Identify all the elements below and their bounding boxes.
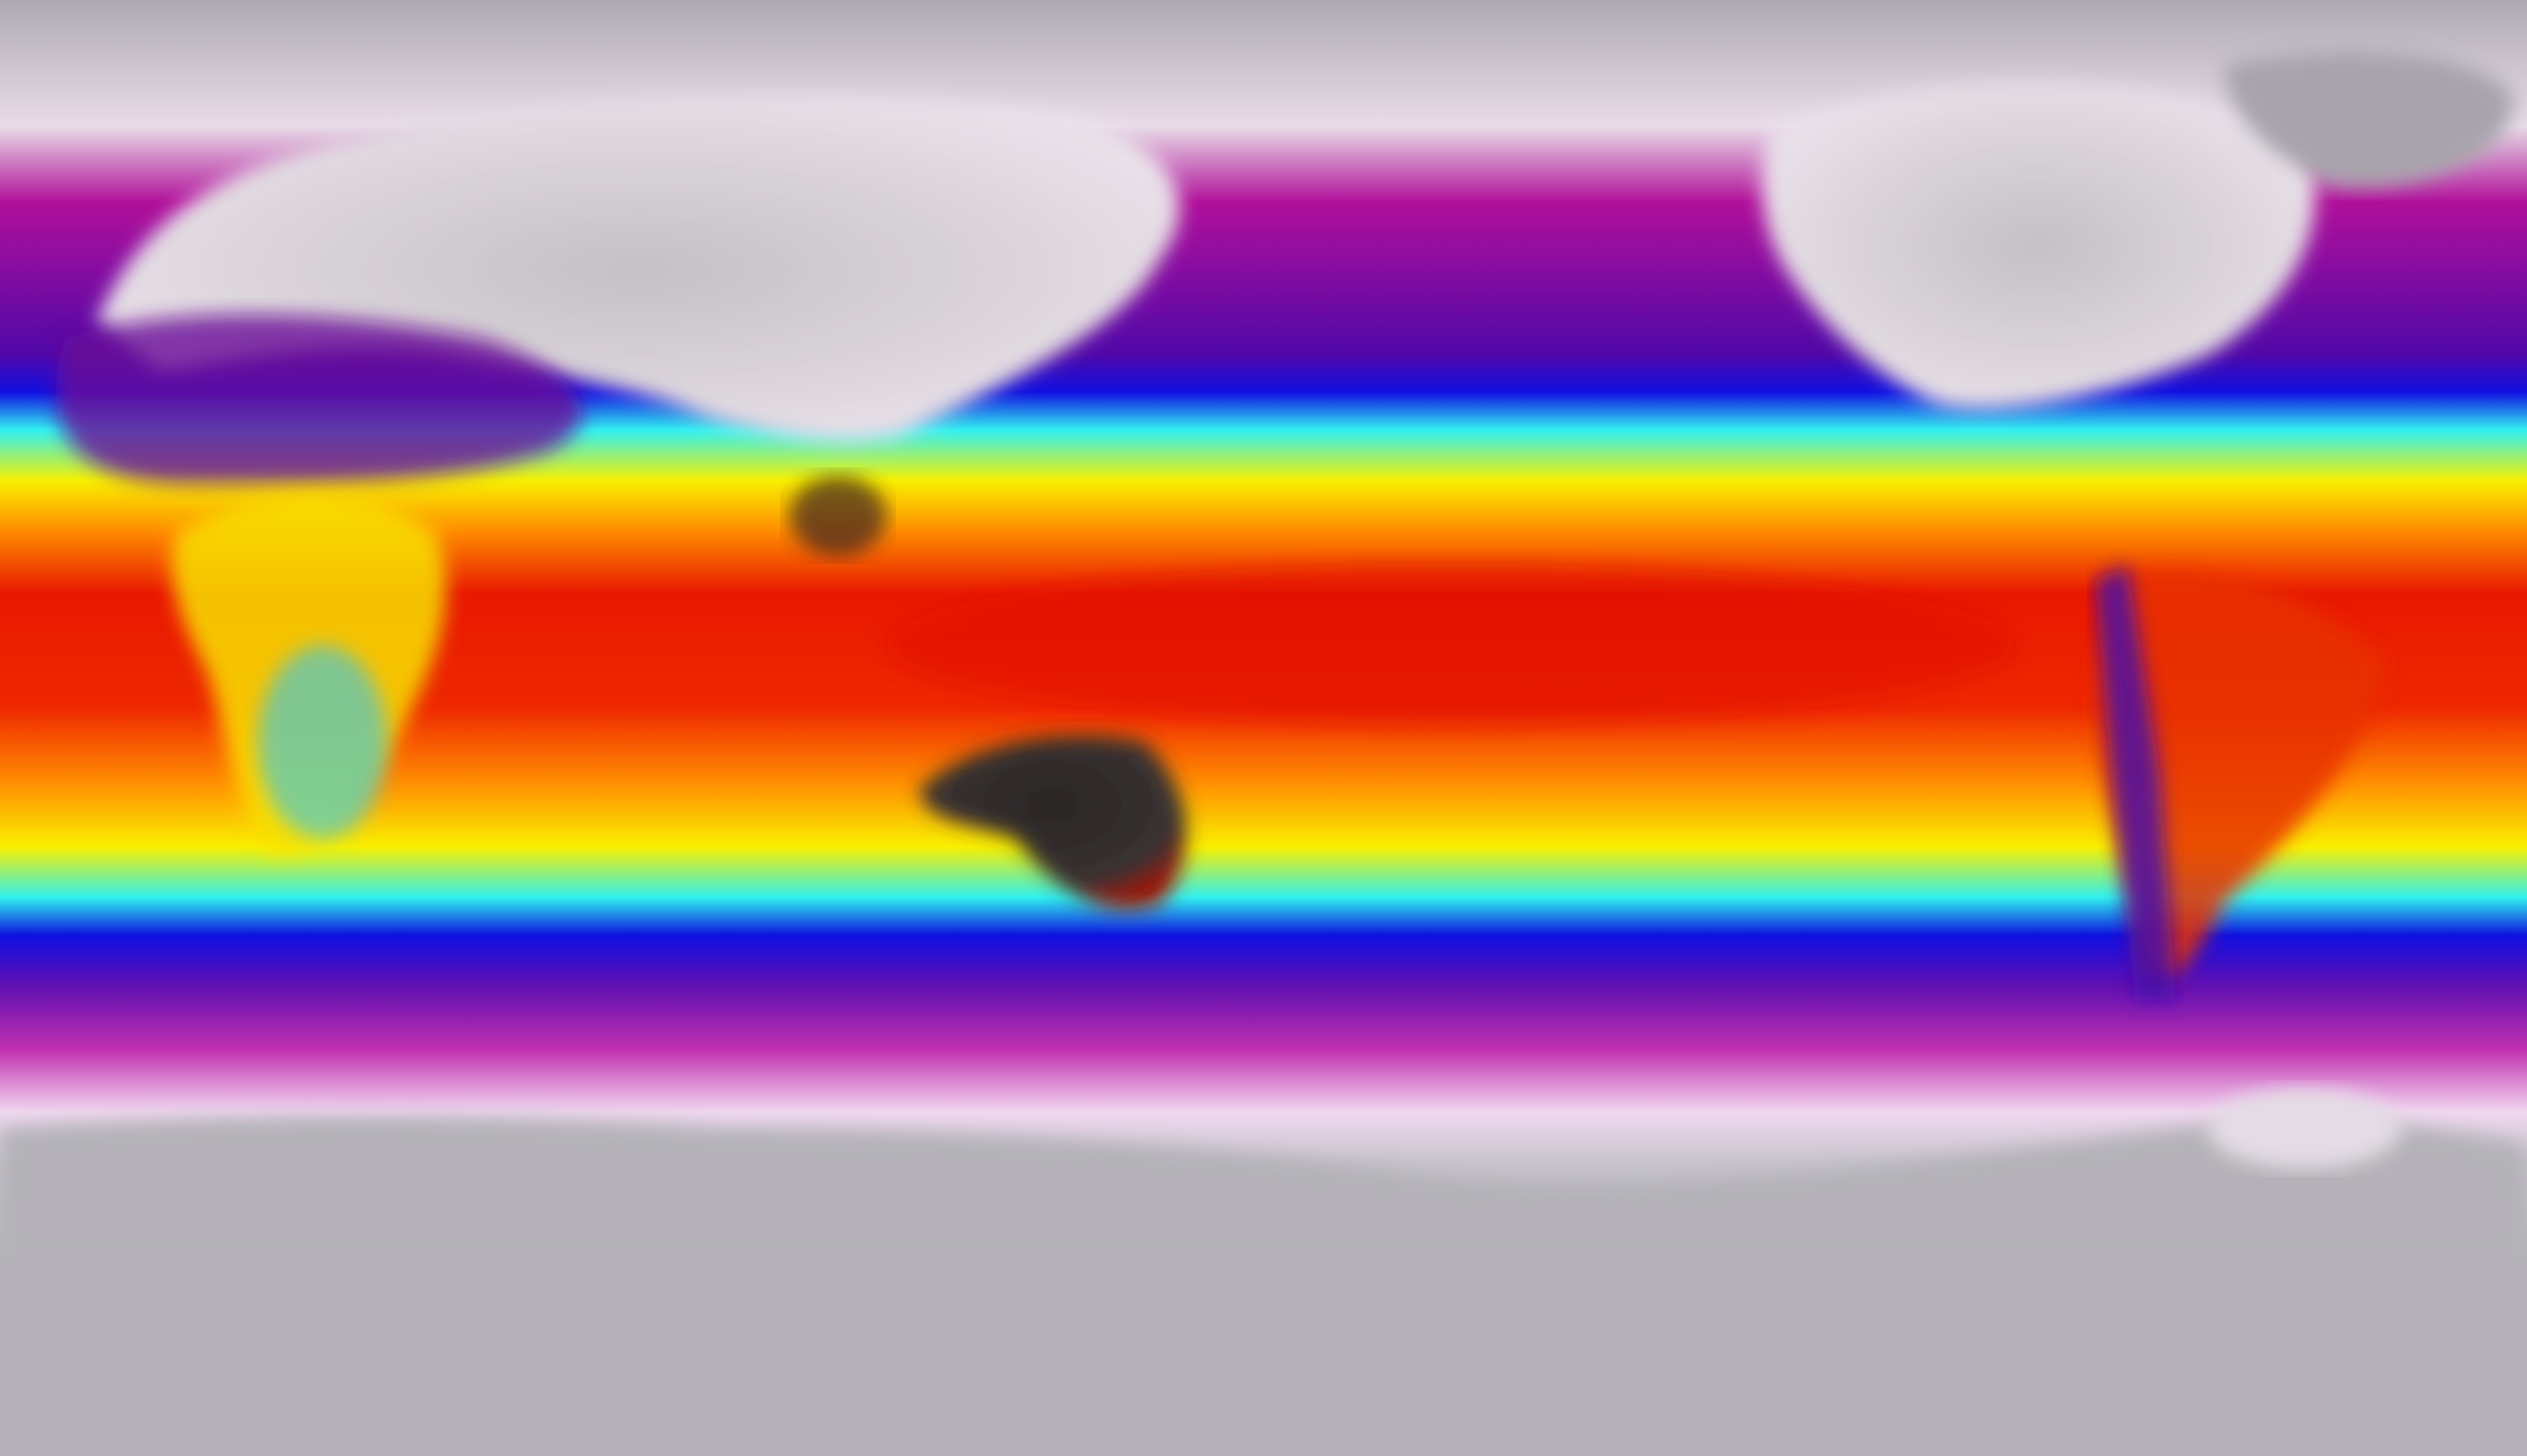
antarctica [0, 1116, 2527, 1264]
antarctic-peninsula [2208, 1088, 2402, 1169]
south-america [2095, 570, 2385, 980]
europe-south [56, 314, 582, 484]
australia [918, 735, 1186, 909]
temperature-map [0, 0, 2527, 1264]
southeast-asia [789, 476, 886, 556]
eurasia [97, 96, 1179, 442]
greenland [2224, 51, 2514, 187]
tropical-hotspot [886, 564, 2015, 726]
north-america [1762, 82, 2315, 409]
andes [2095, 564, 2176, 1000]
africa-highlands [258, 644, 387, 838]
